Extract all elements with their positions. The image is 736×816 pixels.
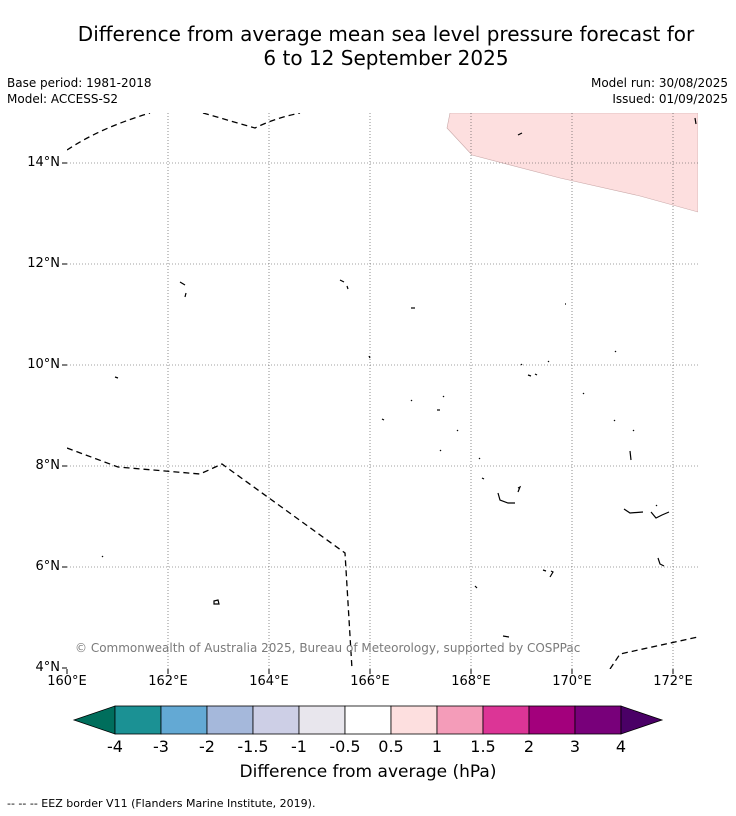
lat-label: 8°N	[35, 458, 61, 473]
lon-label: 170°E	[552, 674, 592, 689]
colorbar-title: Difference from average (hPa)	[239, 762, 497, 782]
colorbar-tick-label: 1.5	[470, 737, 496, 756]
colorbar-tick-label: 3	[569, 737, 581, 756]
colorbar-tick-label: -2	[199, 737, 215, 756]
colorbar-tick-label: 1	[431, 737, 443, 756]
lon-label: 166°E	[350, 674, 390, 689]
colorbar-segment	[482, 705, 530, 735]
map-title: Difference from average mean sea level p…	[36, 22, 736, 70]
title-line-1: Difference from average mean sea level p…	[77, 22, 695, 46]
model-name: Model: ACCESS-S2	[7, 92, 119, 106]
lon-label: 172°E	[653, 674, 693, 689]
model-run: Model run: 30/08/2025	[590, 76, 728, 90]
base-period: Base period: 1981-2018	[7, 76, 152, 90]
colorbar-segment	[390, 705, 438, 735]
colorbar-tick-label: -1	[291, 737, 307, 756]
colorbar-tick-label: -4	[107, 737, 123, 756]
colorbar-tick-label: -1.5	[237, 737, 269, 756]
axis-ticks	[62, 162, 674, 674]
eez-legend-note: -- -- -- EEZ border V11 (Flanders Marine…	[7, 797, 316, 810]
colorbar-tick-label: 4	[615, 737, 627, 756]
colorbar-segment	[574, 705, 622, 735]
colorbar-segment	[436, 705, 484, 735]
title-line-2: 6 to 12 September 2025	[263, 46, 509, 70]
positive-anomaly-region	[446, 113, 698, 213]
copyright-notice: © Commonwealth of Australia 2025, Bureau…	[75, 641, 581, 655]
lat-label: 6°N	[35, 559, 61, 574]
colorbar-segment	[252, 705, 300, 735]
colorbar	[72, 705, 664, 735]
eez-borders	[67, 113, 698, 669]
lat-label: 14°N	[27, 155, 60, 170]
colorbar-segment	[72, 705, 116, 735]
colorbar-segment	[620, 705, 664, 735]
lat-label: 10°N	[27, 357, 60, 372]
colorbar-segment	[298, 705, 346, 735]
gridlines	[67, 113, 698, 669]
lon-label: 160°E	[47, 674, 87, 689]
colorbar-segment	[114, 705, 162, 735]
meta-right: Model run: 30/08/2025 Issued: 01/09/2025	[591, 75, 728, 107]
colorbar-tick-label: -3	[153, 737, 169, 756]
colorbar-segment	[344, 705, 392, 735]
islands	[101, 117, 697, 638]
lon-label: 162°E	[148, 674, 188, 689]
meta-left: Base period: 1981-2018 Model: ACCESS-S2	[7, 75, 152, 107]
colorbar-segment	[206, 705, 254, 735]
colorbar-segment	[528, 705, 576, 735]
colorbar-segment	[160, 705, 208, 735]
colorbar-tick-label: 2	[523, 737, 535, 756]
lat-label: 12°N	[27, 256, 60, 271]
lat-label: 4°N	[35, 660, 61, 675]
colorbar-tick-label: -0.5	[329, 737, 361, 756]
issued-date: Issued: 01/09/2025	[612, 92, 728, 106]
colorbar-tick-label: 0.5	[378, 737, 404, 756]
lon-label: 168°E	[451, 674, 491, 689]
lon-label: 164°E	[249, 674, 289, 689]
map-plot-area	[67, 113, 698, 669]
